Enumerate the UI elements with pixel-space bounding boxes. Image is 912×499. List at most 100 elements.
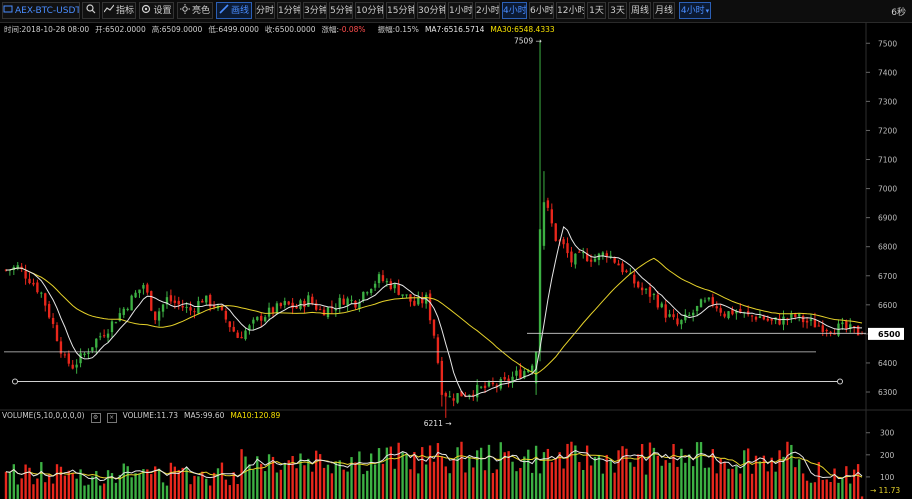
candle bbox=[546, 197, 550, 212]
volume-bar bbox=[507, 451, 510, 499]
interval-button[interactable]: 15分钟 bbox=[386, 2, 415, 19]
draw-button[interactable]: 画线 bbox=[216, 2, 252, 19]
candle bbox=[562, 236, 565, 249]
interval-button[interactable]: 3分钟 bbox=[303, 2, 327, 19]
gear-icon bbox=[141, 4, 151, 14]
candle-body bbox=[574, 253, 577, 265]
volume-bar bbox=[648, 442, 652, 499]
candle-body bbox=[695, 305, 699, 311]
settings-icon[interactable]: ⚙ bbox=[90, 413, 101, 423]
candle bbox=[346, 296, 349, 312]
volume-bar bbox=[417, 473, 420, 499]
close-icon[interactable]: × bbox=[106, 413, 117, 423]
candle bbox=[307, 291, 310, 308]
info-low: 低:6499.0000 bbox=[208, 25, 259, 34]
candle bbox=[421, 292, 424, 308]
candle bbox=[311, 293, 314, 306]
candle-body bbox=[291, 302, 294, 309]
interval-button[interactable]: 4小时 bbox=[502, 2, 527, 19]
interval-button[interactable]: 10分钟 bbox=[355, 2, 384, 19]
volume-bar bbox=[44, 482, 47, 499]
interval-button[interactable]: 月线 bbox=[653, 2, 675, 19]
volume-bar bbox=[177, 469, 180, 499]
candle bbox=[637, 280, 640, 289]
candle-body bbox=[546, 200, 550, 208]
volume-bar bbox=[770, 457, 773, 499]
volume-bar bbox=[271, 456, 275, 499]
candle bbox=[161, 303, 165, 318]
candle-body bbox=[63, 354, 67, 356]
volume-bar bbox=[444, 466, 447, 499]
candle-body bbox=[397, 284, 400, 295]
candle bbox=[770, 318, 773, 325]
volume-bar bbox=[228, 485, 231, 499]
candle-body bbox=[295, 306, 298, 309]
theme-button[interactable]: 亮色 bbox=[177, 2, 213, 19]
interval-button[interactable]: 12小时 bbox=[556, 2, 585, 19]
interval-button[interactable]: 1分钟 bbox=[277, 2, 301, 19]
search-button[interactable] bbox=[82, 2, 100, 19]
settings-button[interactable]: 设置 bbox=[139, 2, 174, 19]
candle bbox=[731, 306, 734, 316]
candle bbox=[205, 295, 208, 305]
candle-body bbox=[224, 310, 228, 320]
candle-body bbox=[177, 300, 180, 305]
volume-bar bbox=[366, 470, 369, 499]
interval-button[interactable]: 周线 bbox=[629, 2, 651, 19]
candle-body bbox=[91, 347, 94, 351]
candle bbox=[664, 300, 667, 323]
candle bbox=[825, 328, 828, 337]
candle-body bbox=[582, 252, 585, 254]
volume-bar bbox=[546, 448, 550, 499]
volume-bar bbox=[248, 464, 251, 499]
candle bbox=[326, 306, 330, 320]
volume-bar bbox=[695, 442, 699, 499]
interval-button[interactable]: 分时 bbox=[255, 2, 275, 19]
volume-bar bbox=[833, 468, 836, 499]
candle-body bbox=[205, 295, 208, 303]
volume-bar bbox=[342, 469, 345, 499]
volume-bar bbox=[440, 456, 444, 499]
interval-button[interactable]: 3天 bbox=[608, 2, 627, 19]
interval-button[interactable]: 2小时 bbox=[475, 2, 500, 19]
candle bbox=[707, 297, 711, 302]
volume-bar bbox=[479, 447, 483, 499]
volume-bar bbox=[424, 464, 428, 499]
volume-bar bbox=[275, 472, 279, 499]
volume-bar bbox=[530, 472, 534, 499]
candle-body bbox=[456, 393, 459, 403]
candle bbox=[625, 269, 628, 273]
interval-button[interactable]: 30分钟 bbox=[417, 2, 446, 19]
candle bbox=[47, 301, 51, 320]
candle bbox=[409, 294, 412, 307]
volume-bar bbox=[436, 443, 440, 499]
volume-bar bbox=[499, 442, 502, 499]
candle bbox=[110, 319, 114, 338]
candle bbox=[102, 329, 106, 339]
candle bbox=[476, 379, 479, 402]
candle bbox=[358, 299, 361, 312]
candle bbox=[63, 351, 67, 358]
candle bbox=[511, 371, 514, 388]
volume-bar bbox=[644, 474, 648, 499]
candle-body bbox=[146, 284, 149, 293]
candle bbox=[483, 381, 487, 394]
candle bbox=[585, 248, 589, 262]
candle bbox=[106, 329, 110, 343]
interval-button[interactable]: 5分钟 bbox=[329, 2, 353, 19]
candle-body bbox=[95, 338, 98, 348]
volume-bar bbox=[766, 471, 769, 499]
indicators-button[interactable]: 指标 bbox=[102, 2, 136, 19]
candle bbox=[566, 237, 569, 258]
interval-button[interactable]: 6小时 bbox=[529, 2, 554, 19]
candle-body bbox=[346, 298, 349, 306]
candle bbox=[715, 301, 718, 312]
candle-body bbox=[393, 284, 396, 289]
candle-body bbox=[578, 251, 581, 253]
volume-bar bbox=[735, 466, 738, 499]
interval-dropdown[interactable]: 4小时▾ bbox=[679, 2, 711, 19]
symbol-selector[interactable]: AEX-BTC-USDT bbox=[2, 2, 80, 19]
interval-button[interactable]: 1小时 bbox=[448, 2, 473, 19]
interval-button[interactable]: 1天 bbox=[587, 2, 606, 19]
